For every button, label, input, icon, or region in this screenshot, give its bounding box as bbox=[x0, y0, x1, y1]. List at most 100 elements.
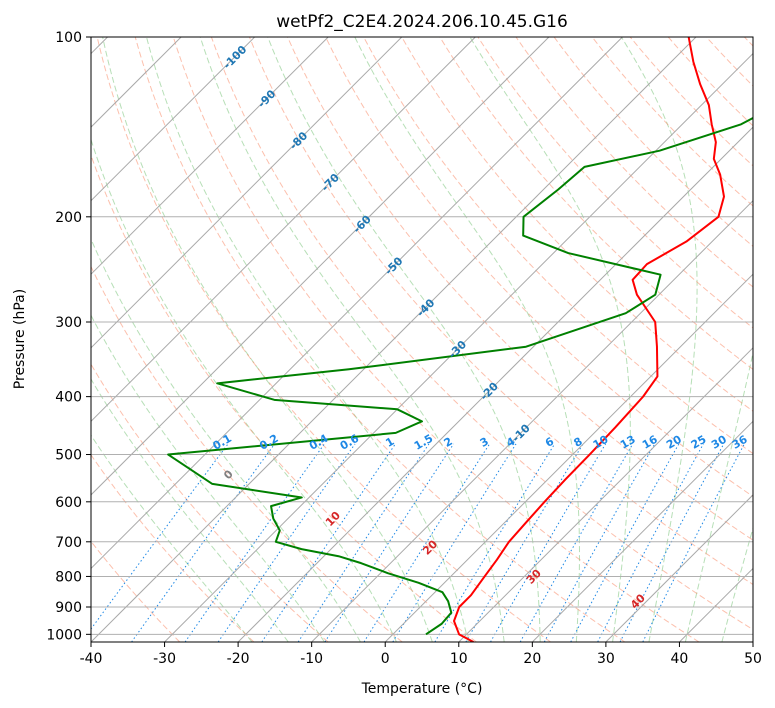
dry-adiabat-line bbox=[134, 37, 626, 642]
isotherm-grid bbox=[91, 37, 753, 642]
mixing-ratio-line bbox=[642, 443, 745, 642]
dry-adiabat-line bbox=[325, 37, 753, 498]
mixing-ratio-line bbox=[131, 443, 276, 642]
y-axis: 100 200 300 400 500 600 700 800 900 1000 bbox=[46, 30, 91, 643]
mixing-ratio-label: 2 bbox=[442, 435, 455, 450]
dry-adiabat-line bbox=[705, 37, 753, 87]
isotherm-label: -100 bbox=[221, 43, 250, 72]
dry-adiabat-line bbox=[363, 37, 753, 455]
mixing-ratio-line bbox=[261, 443, 396, 642]
y-tick-label: 1000 bbox=[46, 627, 82, 643]
dry-adiabat-line bbox=[96, 37, 551, 642]
moist-adiabat-line bbox=[469, 37, 631, 642]
mixing-ratio-line bbox=[543, 443, 656, 642]
mixing-ratio-label: 16 bbox=[640, 433, 660, 452]
dry-adiabat-line bbox=[172, 37, 700, 642]
dry-adiabat-line bbox=[591, 37, 753, 207]
dry-adiabats bbox=[91, 37, 753, 642]
mixing-ratio-line bbox=[363, 443, 490, 642]
dry-adiabat-line bbox=[667, 37, 753, 127]
x-tick-label: -40 bbox=[80, 651, 103, 667]
isotherm-line bbox=[164, 52, 753, 642]
moist-adiabat-line bbox=[354, 37, 580, 642]
mixing-ratio-label: 30 bbox=[709, 433, 729, 452]
y-tick-label: 800 bbox=[55, 569, 82, 585]
y-tick-label: 300 bbox=[55, 315, 82, 331]
mixing-ratio-line bbox=[392, 443, 517, 642]
isotherm-line bbox=[91, 37, 329, 275]
mixing-ratio-label: 0.6 bbox=[338, 432, 362, 453]
mixing-ratio-label: 6 bbox=[543, 435, 556, 450]
temperature-profile bbox=[453, 37, 725, 642]
x-tick-label: 20 bbox=[523, 651, 541, 667]
isotherm-line bbox=[384, 273, 753, 642]
moist-adiabat-line bbox=[199, 37, 505, 642]
moist-adiabat-line bbox=[91, 378, 289, 642]
moist-adiabat-line bbox=[91, 138, 397, 642]
dry-adiabat-line bbox=[91, 453, 255, 642]
x-tick-label: -20 bbox=[227, 651, 250, 667]
moist-adiabat-line bbox=[91, 434, 253, 642]
isotherm-line bbox=[91, 37, 256, 202]
isotherm-line bbox=[237, 126, 753, 642]
dry-adiabat-line bbox=[91, 153, 477, 642]
mixing-ratio-line bbox=[297, 443, 430, 642]
dry-adiabat-line bbox=[287, 37, 753, 541]
x-axis-label: Temperature (°C) bbox=[361, 681, 483, 697]
mixing-ratio-line bbox=[490, 443, 607, 642]
x-tick-label: -30 bbox=[153, 651, 176, 667]
mixing-ratio-line bbox=[184, 443, 325, 642]
mixing-ratio-label: 25 bbox=[689, 433, 709, 452]
y-tick-label: 900 bbox=[55, 600, 82, 616]
mixing-ratio-label: 13 bbox=[618, 433, 638, 452]
x-tick-label: 0 bbox=[381, 651, 390, 667]
isotherm-labels: -100-90-80-70-60-50-40-30-20-10 bbox=[221, 43, 533, 445]
isotherm-label: -70 bbox=[319, 171, 342, 194]
plot-frame bbox=[90, 36, 754, 643]
mixing-ratio-label: 8 bbox=[571, 435, 584, 450]
dry-adiabat-label: 40 bbox=[628, 591, 648, 611]
x-tick-label: 40 bbox=[671, 651, 689, 667]
x-tick-label: 30 bbox=[597, 651, 615, 667]
mixing-ratio-lines bbox=[91, 443, 745, 642]
isotherm-line bbox=[458, 347, 753, 642]
y-tick-label: 100 bbox=[55, 30, 82, 46]
dry-adiabat-line bbox=[744, 37, 753, 47]
dry-adiabat-label: 0 bbox=[221, 467, 236, 482]
isotherm-line bbox=[91, 37, 623, 570]
y-tick-label: 400 bbox=[55, 390, 82, 406]
mixing-ratio-label: 20 bbox=[664, 433, 684, 452]
moist-adiabats bbox=[91, 37, 753, 642]
moist-adiabat-line bbox=[267, 37, 541, 642]
x-tick-label: 10 bbox=[450, 651, 468, 667]
isotherm-line bbox=[605, 494, 753, 642]
mixing-ratio-label: 36 bbox=[730, 433, 750, 452]
sounding-profiles bbox=[167, 37, 753, 642]
y-tick-label: 700 bbox=[55, 535, 82, 551]
mixing-ratio-line bbox=[217, 443, 356, 642]
dry-adiabat-line bbox=[439, 37, 753, 370]
dry-adiabat-line bbox=[91, 265, 403, 642]
dry-adiabat-label: 30 bbox=[524, 567, 544, 587]
dry-adiabat-label: 20 bbox=[420, 537, 440, 557]
isotherm-line bbox=[91, 37, 403, 349]
isotherm-line bbox=[91, 37, 476, 423]
isobar-grid bbox=[91, 37, 753, 635]
y-tick-label: 200 bbox=[55, 210, 82, 226]
mixing-ratio-line bbox=[324, 443, 455, 642]
isotherm-line bbox=[752, 641, 753, 642]
dry-adiabat-line bbox=[248, 37, 753, 586]
y-tick-label: 500 bbox=[55, 448, 82, 464]
mixing-ratio-label: 3 bbox=[478, 435, 491, 450]
isotherm-line bbox=[531, 420, 753, 642]
isotherm-label: -80 bbox=[287, 129, 310, 152]
mixing-ratio-line bbox=[465, 443, 584, 642]
mixing-ratio-line bbox=[619, 443, 725, 642]
isotherm-line bbox=[311, 199, 753, 642]
mixing-ratio-line bbox=[570, 443, 680, 642]
moist-adiabat-line bbox=[620, 37, 698, 642]
dry-adiabat-line bbox=[515, 37, 753, 288]
x-tick-label: 50 bbox=[744, 651, 762, 667]
isotherm-line bbox=[91, 37, 550, 496]
x-axis: -40 -30 -20 -10 0 10 20 30 40 50 bbox=[80, 642, 762, 667]
